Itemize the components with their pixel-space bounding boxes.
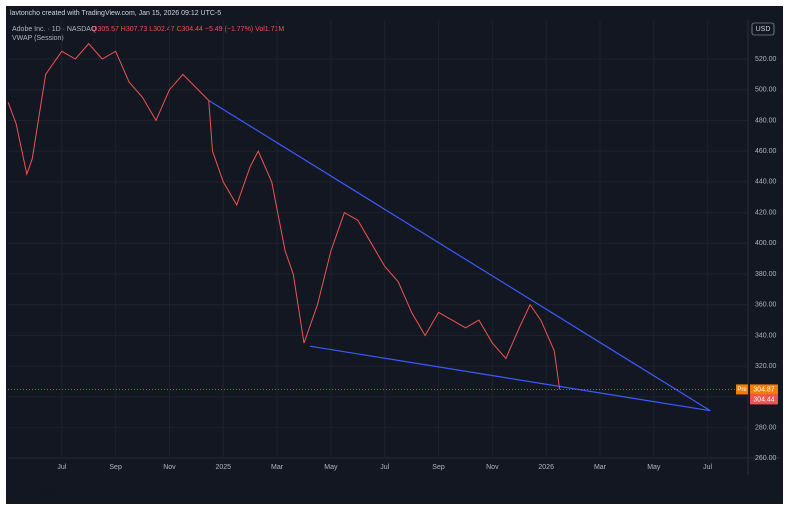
y-tick-label: 500.00 (755, 87, 777, 94)
currency-box[interactable] (751, 22, 775, 36)
currency[interactable]: USD (756, 26, 771, 33)
plot-area (8, 20, 748, 475)
close-price: 304.44 (753, 396, 775, 403)
brand-logo: 𝟭𝟳 (10, 482, 29, 498)
y-tick-label: 360.00 (755, 302, 777, 309)
x-tick-label: Mar (594, 464, 607, 471)
x-tick-label: 2025 (215, 464, 231, 471)
y-tick-label: 380.00 (755, 271, 777, 278)
y-tick-label: 260.00 (755, 455, 777, 462)
y-tick-label: 520.00 (755, 56, 777, 63)
pre-price: 304.87 (753, 386, 775, 393)
y-tick-label: 340.00 (755, 332, 777, 339)
pre-tag-box (736, 384, 748, 395)
trendline (208, 99, 711, 412)
pre-tag: Pre (737, 387, 747, 393)
x-tick-label: Nov (163, 464, 176, 471)
price-line (7, 42, 561, 390)
close-price-box (750, 394, 778, 405)
legend-ohlc: O305.57 H307.73 L302.47 C304.44 −5.49 (−… (92, 26, 284, 33)
x-tick-label: May (324, 464, 338, 471)
brand: TradingView (30, 485, 95, 497)
y-tick-label: 440.00 (755, 179, 777, 186)
trendline (309, 345, 711, 412)
pre-price-box (750, 384, 778, 395)
x-tick-label: May (647, 464, 661, 471)
y-tick-label: 320.00 (755, 363, 777, 370)
x-tick-label: Sep (432, 464, 445, 471)
x-tick-label: Jul (703, 464, 712, 471)
header: lavtoncho created with TradingView.com, … (10, 10, 221, 17)
x-tick-label: Sep (109, 464, 122, 471)
y-tick-label: 420.00 (755, 209, 777, 216)
x-tick-label: 2026 (538, 464, 554, 471)
x-tick-label: Jul (57, 464, 66, 471)
y-tick-label: 280.00 (755, 424, 777, 431)
y-tick-label: 400.00 (755, 240, 777, 247)
x-tick-label: Mar (271, 464, 284, 471)
x-tick-label: Nov (486, 464, 499, 471)
y-tick-label: 460.00 (755, 148, 777, 155)
legend-indicator: VWAP (Session) (12, 35, 64, 42)
x-tick-label: Jul (380, 464, 389, 471)
legend-symbol: Adobe Inc. · 1D · NASDAQ (12, 26, 97, 33)
y-tick-label: 480.00 (755, 117, 777, 124)
